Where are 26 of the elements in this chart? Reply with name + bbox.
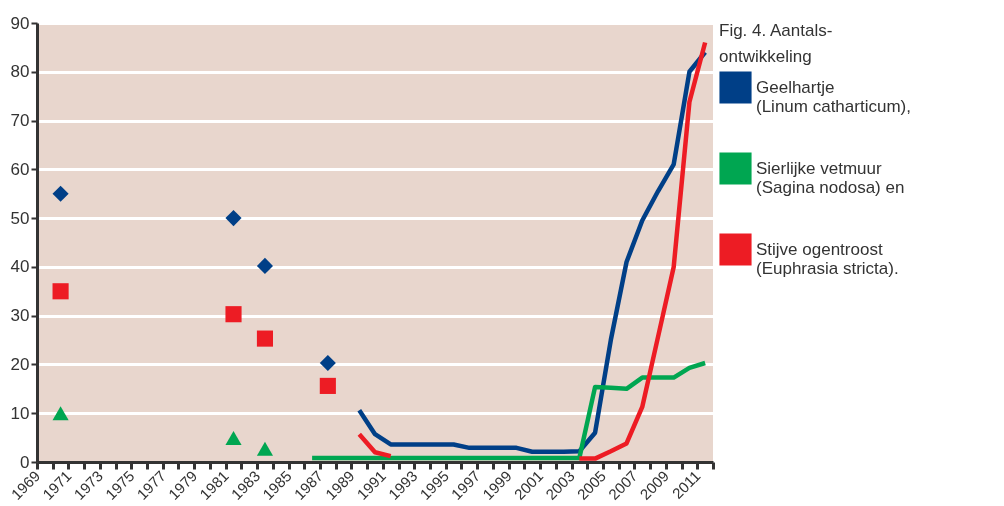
- y-tick-label: 60: [10, 159, 30, 179]
- y-tick-label: 50: [10, 208, 30, 228]
- point: [256, 330, 274, 347]
- y-tick-label: 0: [20, 452, 30, 472]
- y-tick-label: 40: [10, 257, 30, 277]
- point: [319, 354, 336, 372]
- y-tick-label: 70: [10, 111, 30, 131]
- y-tick-label: 30: [10, 306, 30, 326]
- line-series: [309, 360, 708, 461]
- point: [256, 257, 274, 274]
- y-tick-label: 10: [10, 403, 30, 423]
- legend-label: Stijve ogentroost (Euphrasia stricta).: [756, 239, 899, 278]
- point: [225, 210, 242, 227]
- point: [52, 283, 69, 300]
- legend-label: Geelhartje (Linum catharticum),: [756, 77, 911, 116]
- point: [52, 185, 69, 202]
- legend-label: Sierlijke vetmuur (Sagina nodosa) en: [756, 158, 905, 197]
- point: [225, 431, 242, 446]
- legend-title: Fig. 4. Aantals-ontwikkeling: [719, 21, 833, 66]
- y-tick-label: 80: [10, 62, 30, 82]
- y-tick-label: 20: [10, 354, 30, 374]
- point: [256, 441, 274, 456]
- point: [52, 406, 69, 421]
- point: [225, 306, 242, 323]
- point: [319, 377, 336, 394]
- y-tick-label: 90: [10, 13, 30, 33]
